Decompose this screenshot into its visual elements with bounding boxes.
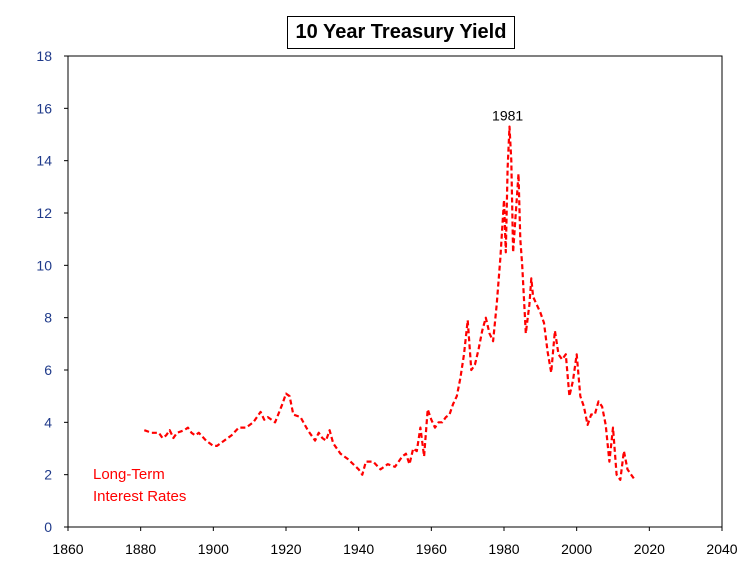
x-tick-label: 1880 — [125, 541, 156, 557]
y-tick-label: 0 — [44, 519, 52, 535]
x-tick-label: 2020 — [634, 541, 665, 557]
x-tick-label: 2040 — [706, 541, 737, 557]
plot-area-border — [67, 55, 723, 528]
x-tick-label: 1900 — [198, 541, 229, 557]
series-label: Interest Rates — [93, 488, 186, 505]
y-tick-label: 16 — [36, 100, 52, 116]
peak-annotation: 1981 — [492, 108, 523, 124]
x-tick-label: 1980 — [488, 541, 519, 557]
y-tick-label: 6 — [44, 362, 52, 378]
x-tick-label: 1920 — [270, 541, 301, 557]
y-tick-label: 2 — [44, 467, 52, 483]
x-tick-label: 1860 — [52, 541, 83, 557]
x-tick-label: 1960 — [416, 541, 447, 557]
series-label: Long-Term — [93, 466, 165, 483]
y-tick-label: 10 — [36, 257, 52, 273]
yield-series-line — [143, 125, 636, 481]
y-tick-label: 14 — [36, 153, 52, 169]
x-tick-label: 2000 — [561, 541, 592, 557]
y-tick-label: 18 — [36, 48, 52, 64]
x-tick-label: 1940 — [343, 541, 374, 557]
y-tick-label: 8 — [44, 310, 52, 326]
y-tick-label: 4 — [44, 414, 52, 430]
y-tick-label: 12 — [36, 205, 52, 221]
chart-title: 10 Year Treasury Yield — [287, 16, 515, 49]
